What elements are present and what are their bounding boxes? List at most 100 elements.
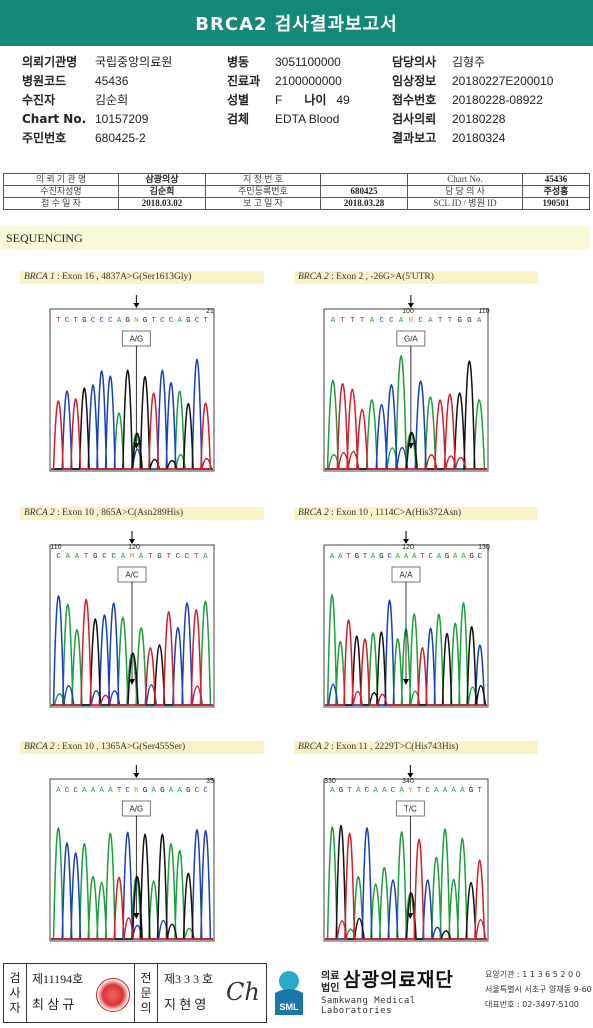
info-label: 검사의뢰 (392, 112, 437, 126)
info-field: 검체 EDTA Blood (227, 110, 392, 127)
base-letter: Y (408, 787, 413, 795)
base-letter: A (399, 317, 404, 325)
genotype-call: A/C (125, 571, 139, 580)
variant-marker-icon (133, 443, 140, 449)
base-letter: M (130, 553, 135, 561)
base-letter: T (350, 317, 355, 325)
trace-T (51, 392, 213, 470)
variant-marker-icon (403, 679, 409, 685)
base-letter: A (91, 787, 96, 795)
base-letter: A (121, 553, 126, 561)
trace-G (325, 824, 487, 940)
trace-T (51, 599, 213, 706)
base-letter: G (339, 787, 344, 795)
base-letter: C (65, 787, 70, 795)
base-letter: G (467, 317, 472, 325)
base-letter: A (428, 317, 433, 325)
age-value: 49 (336, 92, 350, 107)
info-label: 결과보고 (392, 131, 437, 145)
arrow-head-icon (407, 773, 414, 778)
base-letter: A (56, 787, 61, 795)
base-letter: A (412, 553, 417, 561)
base-letter: A (404, 553, 409, 561)
svg-text:SML: SML (280, 1002, 300, 1012)
chromatogram-panel: BRCA 2 : Exon 11 , 2229T>C(His743His) 330… (294, 741, 554, 956)
info-field: 진료과 2100000000 (227, 72, 392, 89)
trace-C (325, 380, 487, 470)
base-letter: R (134, 787, 139, 795)
specialist-name: 지 현 영 (164, 997, 207, 1012)
base-letter: G (186, 317, 191, 325)
base-letter: G (354, 553, 359, 561)
info-value: 20180228 (452, 111, 506, 126)
base-letter: A (139, 553, 144, 561)
arrow-head-icon (133, 303, 140, 308)
base-letter: A (331, 317, 336, 325)
base-letter: C (102, 553, 107, 561)
base-letter: T (360, 317, 365, 325)
base-letter: T (148, 553, 153, 561)
gene-name: BRCA 2 (298, 742, 329, 752)
specialist-license: 제3 3 3 호 (164, 972, 214, 986)
base-letter: C (91, 317, 96, 325)
base-letter: C (56, 553, 61, 561)
table-value-cell: 주성흥 (522, 185, 590, 198)
age-field: 나이 49 (304, 91, 349, 108)
variant-marker-icon (133, 913, 140, 919)
base-letter: G (469, 787, 474, 795)
base-letter: A (169, 787, 174, 795)
variant-caption: BRCA 2 : Exon 10 , 865A>C(Asn289His) (20, 507, 264, 520)
sml-logo-icon: SML (275, 971, 303, 1015)
base-position-label: 110 (478, 308, 489, 315)
info-label: Chart No. (22, 111, 87, 126)
base-letter: A (177, 317, 182, 325)
gene-name: BRCA 2 (24, 742, 55, 752)
base-letter: G (93, 553, 98, 561)
gene-name: BRCA 2 (298, 508, 329, 518)
base-letter: G (160, 787, 165, 795)
info-field: 접수번호 20180228-08922 (392, 91, 582, 108)
base-letter: A (373, 787, 378, 795)
table-value-cell: 2018.03.02 (118, 197, 206, 210)
variant-description: : Exon 11 , 2229T>C(His743His) (328, 742, 459, 752)
base-letter: C (99, 317, 104, 325)
inspector-name: 최 삼 규 (32, 997, 75, 1012)
info-row: 의뢰기관명 국립중앙의료원 병동 3051100000 담당의사 김형주 (22, 52, 582, 71)
base-letter: G (82, 317, 87, 325)
variant-description: : Exon 2 , -26G>A(5'UTR) (328, 272, 434, 282)
base-letter: C (73, 787, 78, 795)
base-letter: G (157, 553, 162, 561)
base-letter: T (340, 317, 345, 325)
variant-caption: BRCA 2 : Exon 10 , 1365A>G(Ser455Ser) (20, 741, 264, 754)
table-row: 의 뢰 기 관 명 삼광의상 지 정 번 호 Chart No. 45436 (3, 173, 590, 186)
base-letter: T (477, 787, 482, 795)
base-position-label: 110 (50, 544, 61, 551)
info-label: 병동 (227, 55, 250, 69)
patient-summary-table: 의 뢰 기 관 명 삼광의상 지 정 번 호 Chart No. 45436 수진자성명 김… (3, 173, 590, 210)
base-letter: C (169, 317, 174, 325)
info-label: 의뢰기관명 (22, 55, 78, 69)
base-letter: N (134, 317, 139, 325)
info-value: 10157209 (95, 111, 149, 126)
base-position-label: 130 (478, 544, 490, 551)
base-letter: A (203, 553, 208, 561)
table-header-cell: SCL ID / 병원 ID (407, 197, 523, 210)
base-letter: A (177, 787, 182, 795)
table-value-cell: 삼광의상 (118, 173, 206, 186)
info-field: 결과보고 20180324 (392, 129, 582, 146)
section-title: SEQUENCING (6, 230, 83, 245)
base-letter: T (347, 787, 352, 795)
variant-description: : Exon 10 , 1365A>G(Ser455Ser) (54, 742, 186, 752)
base-letter: T (151, 317, 156, 325)
info-value: 20180228-08922 (452, 92, 543, 107)
base-letter: A (370, 317, 375, 325)
base-letter: C (379, 317, 384, 325)
info-field: 병원코드 45436 (22, 72, 227, 89)
